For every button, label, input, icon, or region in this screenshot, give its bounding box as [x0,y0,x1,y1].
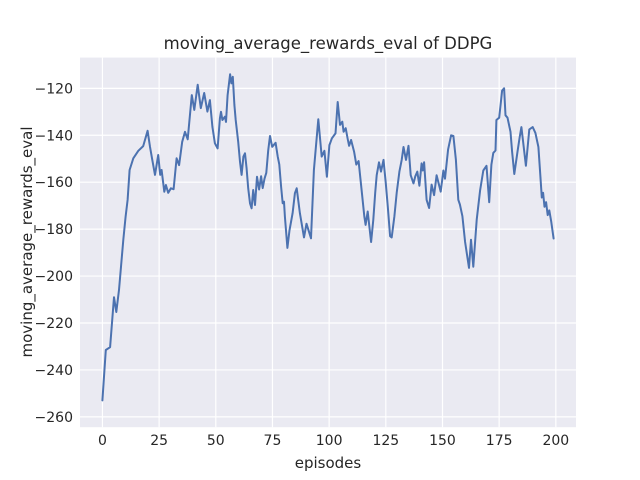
x-tick-label: 200 [542,433,569,449]
x-tick-label: 75 [264,433,282,449]
y-tick-label: −180 [35,222,73,238]
x-tick-label: 0 [98,433,107,449]
x-tick-label: 50 [207,433,225,449]
series-line [101,73,555,402]
y-tick-label: −120 [35,81,73,97]
y-tick-label: −200 [35,269,73,285]
y-tick-label: −160 [35,175,73,191]
y-tick-label: −220 [35,316,73,332]
x-tick-label: 125 [372,433,399,449]
y-tick-label: −260 [35,410,73,426]
axes-background [80,57,576,428]
x-tick-label: 100 [316,433,343,449]
y-axis-label: moving_average_rewards_eval [18,126,36,358]
x-tick-label: 150 [429,433,456,449]
y-tick-label: −240 [35,363,73,379]
x-tick-label: 175 [486,433,513,449]
x-axis-label: episodes [294,454,362,472]
y-tick-label: −140 [35,128,73,144]
x-tick-label: 25 [150,433,168,449]
chart-title: moving_average_rewards_eval of DDPG [163,34,493,53]
